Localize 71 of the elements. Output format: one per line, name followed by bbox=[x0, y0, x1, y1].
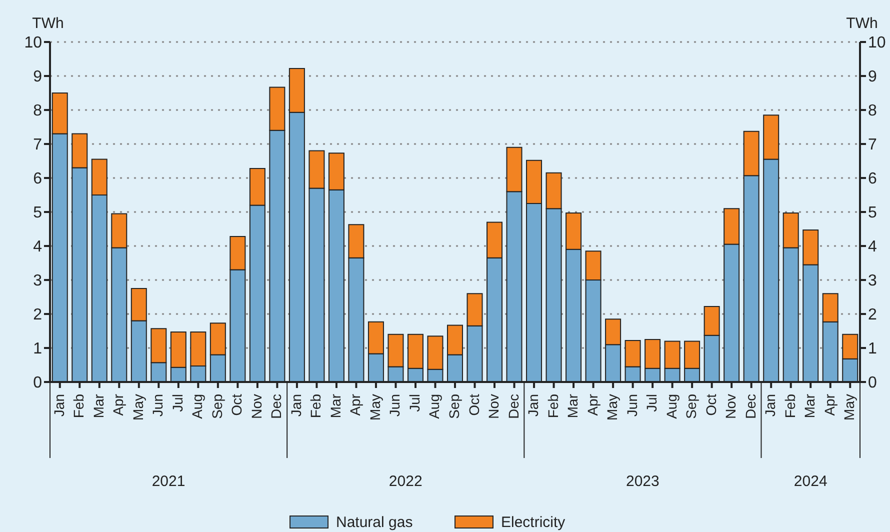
x-tick-label: Feb bbox=[70, 394, 87, 418]
x-tick-label: Dec bbox=[505, 394, 522, 419]
y2-tick-label: 8 bbox=[868, 102, 877, 120]
x-tick-label: Feb bbox=[308, 394, 324, 418]
y-tick-label: 2 bbox=[33, 306, 42, 324]
x-tick-label: Jun bbox=[386, 394, 403, 417]
y-tick-label: 5 bbox=[33, 204, 42, 222]
y-tick-label: 3 bbox=[33, 272, 42, 290]
x-tick-label: Jun bbox=[150, 394, 166, 417]
x-tick-label: Feb bbox=[782, 394, 798, 418]
x-tick-label: Mar bbox=[90, 394, 106, 418]
y2-tick-label: 3 bbox=[868, 272, 877, 290]
y2-tick-label: 10 bbox=[868, 34, 886, 52]
x-tick-label: May bbox=[366, 394, 383, 420]
legend-label: Electricity bbox=[501, 514, 566, 531]
x-tick-label: Oct bbox=[702, 394, 719, 416]
x-tick-label: Nov bbox=[248, 394, 264, 419]
y-tick-label: 4 bbox=[33, 238, 42, 256]
text: 2023 bbox=[626, 473, 660, 490]
x-tick-label: Apr bbox=[584, 394, 600, 416]
x-tick-label: Oct bbox=[466, 394, 482, 416]
text: 2024 bbox=[794, 473, 828, 490]
x-tick-label: Dec bbox=[742, 394, 758, 419]
x-tick-label: May bbox=[841, 394, 858, 420]
y2-tick-label: 4 bbox=[868, 238, 877, 256]
y2-tick-label: 9 bbox=[868, 68, 877, 86]
x-tick-label: Jul bbox=[406, 394, 422, 412]
x-tick-label: Mar bbox=[802, 394, 818, 418]
x-tick-label: Jan bbox=[762, 394, 778, 417]
x-tick-label: Sep bbox=[683, 394, 700, 419]
y-tick-label: 8 bbox=[33, 102, 42, 120]
y-tick-label: 1 bbox=[33, 340, 42, 358]
x-tick-label: Sep bbox=[208, 394, 225, 419]
y-tick-label: 0 bbox=[33, 374, 42, 392]
x-tick-label: Feb bbox=[544, 394, 561, 418]
x-tick-label: Sep bbox=[446, 394, 462, 419]
y-tick-label: 6 bbox=[33, 170, 42, 188]
x-tick-label: Dec bbox=[268, 394, 284, 419]
x-tick-label: Apr bbox=[347, 394, 364, 416]
x-tick-label: Nov bbox=[486, 394, 502, 419]
x-tick-label: Jan bbox=[288, 394, 304, 417]
y2-tick-label: 6 bbox=[868, 170, 877, 188]
x-tick-label: Jul bbox=[169, 394, 186, 412]
x-tick-label: Jul bbox=[644, 394, 660, 412]
x-tick-label: May bbox=[130, 394, 146, 420]
x-tick-label: Jan bbox=[525, 394, 542, 417]
x-tick-label: Aug bbox=[189, 394, 206, 419]
x-tick-label: Jun bbox=[624, 394, 640, 417]
x-tick-label: Aug bbox=[426, 394, 442, 419]
x-tick-label: Apr bbox=[821, 394, 838, 416]
y2-tick-label: 1 bbox=[868, 340, 877, 358]
y2-tick-label: 7 bbox=[868, 136, 877, 154]
x-tick-label: May bbox=[604, 394, 620, 420]
y2-tick-label: 0 bbox=[868, 374, 877, 392]
y-tick-label: 10 bbox=[24, 34, 42, 52]
legend-label: Natural gas bbox=[336, 514, 413, 531]
x-tick-label: Oct bbox=[228, 394, 245, 416]
y-axis-title: TWh bbox=[32, 15, 64, 32]
y-tick-label: 7 bbox=[33, 136, 42, 154]
x-tick-label: Jan bbox=[50, 394, 67, 417]
x-tick-label: Apr bbox=[110, 394, 126, 416]
y-tick-label: 9 bbox=[33, 68, 42, 86]
y2-axis-title: TWh bbox=[846, 15, 878, 32]
x-tick-label: Mar bbox=[327, 394, 344, 418]
text: 2021 bbox=[152, 473, 186, 490]
x-tick-label: Aug bbox=[663, 394, 680, 419]
x-tick-label: Mar bbox=[564, 394, 581, 418]
y2-tick-label: 5 bbox=[868, 204, 877, 222]
y2-tick-label: 2 bbox=[868, 306, 877, 324]
x-tick-label: Nov bbox=[722, 394, 739, 419]
text: 2022 bbox=[388, 473, 422, 490]
